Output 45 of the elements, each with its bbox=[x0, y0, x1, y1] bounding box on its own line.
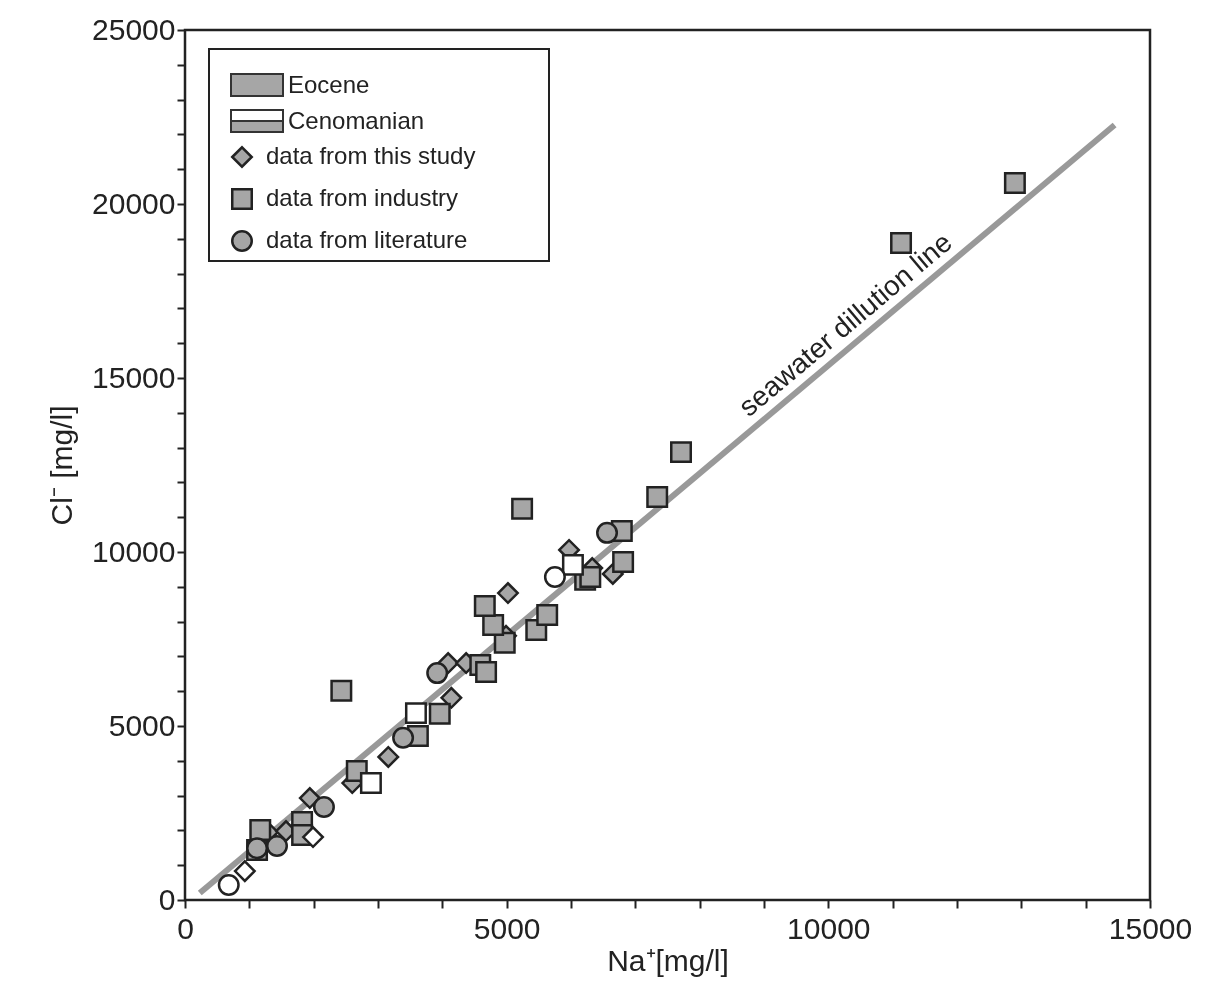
x-tick-label: 5000 bbox=[473, 911, 541, 945]
annotation: Eocene bbox=[288, 71, 370, 99]
point bbox=[377, 745, 400, 768]
point bbox=[561, 553, 584, 576]
point bbox=[473, 594, 496, 617]
point bbox=[612, 551, 635, 574]
point bbox=[482, 614, 505, 637]
point bbox=[543, 566, 566, 589]
point bbox=[670, 441, 693, 464]
point bbox=[1003, 172, 1026, 195]
point bbox=[330, 679, 353, 702]
point bbox=[428, 702, 451, 725]
y-tick-label: 5000 bbox=[108, 708, 176, 742]
point bbox=[596, 521, 619, 544]
point bbox=[266, 835, 288, 858]
point bbox=[233, 860, 256, 883]
point bbox=[404, 702, 427, 725]
point bbox=[475, 661, 498, 684]
y-tick-label: 20000 bbox=[92, 186, 176, 220]
point bbox=[536, 603, 559, 626]
y-tick-label: 15000 bbox=[92, 360, 176, 394]
point bbox=[646, 486, 669, 509]
legend-label: data from industry bbox=[266, 184, 459, 211]
point bbox=[392, 726, 415, 749]
x-axis-title: Na⁺[mg/l] bbox=[607, 943, 729, 977]
point bbox=[312, 796, 335, 819]
y-tick-label: 25000 bbox=[92, 12, 176, 46]
y-tick-label: 0 bbox=[158, 882, 176, 916]
x-tick-label: 15000 bbox=[1108, 911, 1193, 945]
point bbox=[440, 686, 463, 709]
point bbox=[426, 662, 449, 685]
point bbox=[579, 566, 602, 589]
point bbox=[493, 631, 516, 654]
y-tick-label: 10000 bbox=[92, 534, 176, 568]
legend-label: data from literature bbox=[266, 226, 468, 253]
annotation: Cenomanian bbox=[288, 107, 425, 135]
point bbox=[511, 497, 534, 520]
point bbox=[496, 582, 519, 605]
point bbox=[217, 874, 240, 897]
y-axis-title: Cl⁻ [mg/l] bbox=[45, 405, 79, 526]
point bbox=[302, 826, 325, 849]
legend-label: data from this study bbox=[266, 142, 476, 169]
point bbox=[359, 772, 382, 795]
x-tick-label: 10000 bbox=[787, 911, 871, 945]
point bbox=[298, 787, 321, 810]
